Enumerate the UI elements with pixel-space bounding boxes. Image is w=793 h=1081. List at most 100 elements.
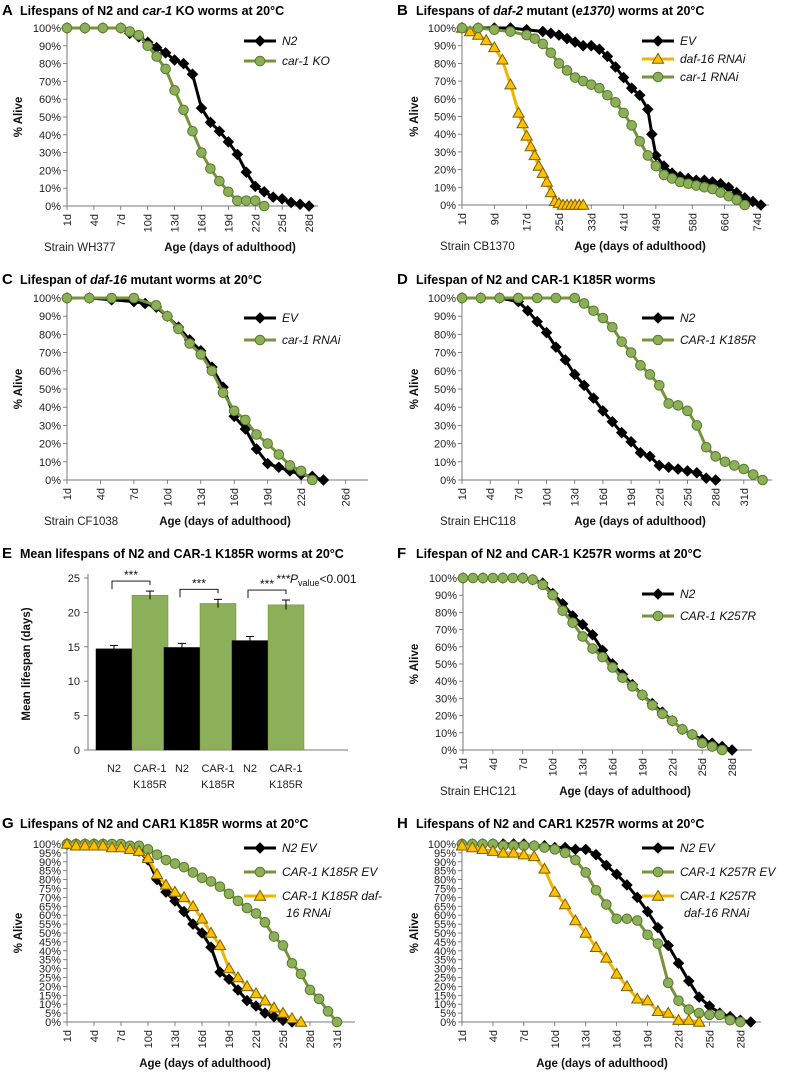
panel-title: Lifespans of daf-2 mutant (e1370) worms … (416, 4, 704, 18)
legend-entry: N2 (680, 587, 696, 601)
panel-label: A (2, 2, 13, 19)
x-axis-label: Age (days of adulthood) (164, 242, 296, 254)
x-tick-label: 16d (598, 488, 610, 506)
legend-entry: N2 EV (680, 841, 716, 855)
y-tick-label: 95% (434, 848, 456, 860)
data-point (634, 446, 647, 459)
x-tick-label: 1d (457, 1030, 469, 1042)
y-tick-label: 20% (434, 165, 456, 177)
title-segment: Mean lifespans of N2 and CAR-1 K185R wor… (20, 547, 344, 561)
data-point (719, 456, 731, 468)
data-point (691, 466, 703, 479)
bar (199, 603, 237, 751)
data-point (550, 341, 562, 353)
data-point (693, 991, 705, 1003)
data-point (251, 429, 262, 440)
data-point (455, 839, 469, 851)
series-line (67, 296, 324, 482)
data-point (578, 298, 590, 309)
data-point (676, 724, 688, 735)
data-point (527, 574, 539, 586)
y-tick-label: 60% (434, 366, 456, 378)
significance-bracket (247, 589, 287, 599)
p-note-sub: value (298, 578, 320, 588)
x-tick-label: 25d (704, 1030, 716, 1048)
y-tick-label: 20% (434, 981, 456, 993)
data-point (600, 859, 613, 872)
data-point (579, 843, 592, 856)
data-point (642, 150, 654, 161)
data-point (580, 867, 592, 878)
y-axis-label: % Alive (409, 913, 421, 953)
series-line (463, 576, 733, 752)
y-tick-label: 60% (434, 910, 456, 922)
title-segment: daf-16 (90, 273, 128, 287)
legend: EV daf-16 RNAi car-1 RNAi (642, 34, 746, 84)
x-tick-label: 13d (170, 214, 182, 232)
y-tick-label: 20% (435, 711, 457, 723)
data-point (168, 885, 182, 897)
data-point (232, 984, 244, 996)
data-point (517, 572, 529, 584)
data-point (527, 849, 541, 862)
y-tick-label: 35% (434, 955, 456, 967)
x-tick-label: 13d (581, 1030, 593, 1048)
data-point (549, 844, 561, 855)
y-tick-label: 80% (39, 875, 61, 887)
y-tick-label: 50% (39, 928, 61, 940)
panel-label: E (2, 545, 12, 562)
y-tick-label: 20% (39, 981, 61, 993)
strain-label: Strain EHC121 (440, 786, 517, 798)
data-point (69, 839, 83, 851)
data-point (569, 292, 581, 304)
x-axis-label: Age (days of adulthood) (536, 1058, 668, 1070)
data-point (317, 474, 330, 486)
x-tick-label: 41d (619, 213, 631, 231)
y-tick-label: 65% (39, 901, 61, 913)
y-tick-label: 10% (39, 457, 61, 469)
y-tick-label: 45% (434, 937, 456, 949)
data-point (177, 57, 190, 70)
data-point (578, 379, 590, 392)
data-point (465, 840, 479, 853)
legend-entry: CAR-1 K257R (680, 609, 756, 623)
legend-marker (651, 889, 665, 901)
series-ev (456, 22, 767, 211)
x-tick-label: 16d (197, 1030, 209, 1048)
data-point (653, 380, 665, 391)
y-tick-label: 10% (39, 183, 61, 195)
y-tick-label: 15% (39, 990, 61, 1002)
data-point (553, 29, 565, 41)
data-point (273, 461, 285, 474)
category-label: N2 (107, 763, 121, 775)
data-point (625, 82, 638, 94)
p-note-stars: *** (276, 572, 290, 586)
data-point (187, 867, 199, 878)
data-point (597, 405, 609, 417)
data-point (696, 737, 708, 749)
y-tick-label: 100% (33, 839, 61, 851)
data-point (716, 744, 728, 756)
y-tick-label: 30% (39, 148, 61, 160)
y-tick-label: 40% (434, 402, 456, 414)
data-point (151, 849, 163, 860)
strain-label: Strain CB1370 (440, 241, 515, 253)
data-point (626, 120, 637, 131)
title-segment: car-1 (142, 4, 172, 18)
data-point (610, 967, 624, 979)
data-point (587, 643, 598, 654)
legend: N2 car-1 KO (244, 34, 330, 68)
data-point (644, 369, 656, 380)
y-tick-label: 70% (39, 348, 61, 360)
x-tick-label: 7d (513, 488, 525, 500)
y-tick-label: 100% (33, 23, 61, 35)
significance-stars: *** (124, 568, 138, 582)
y-tick-label: 40% (39, 402, 61, 414)
data-point (657, 708, 668, 720)
data-point (168, 54, 181, 66)
x-tick-label: 4d (485, 488, 497, 500)
data-point (276, 193, 288, 205)
y-tick-label: 90% (435, 590, 457, 602)
data-point (682, 405, 693, 417)
data-point (457, 572, 469, 584)
